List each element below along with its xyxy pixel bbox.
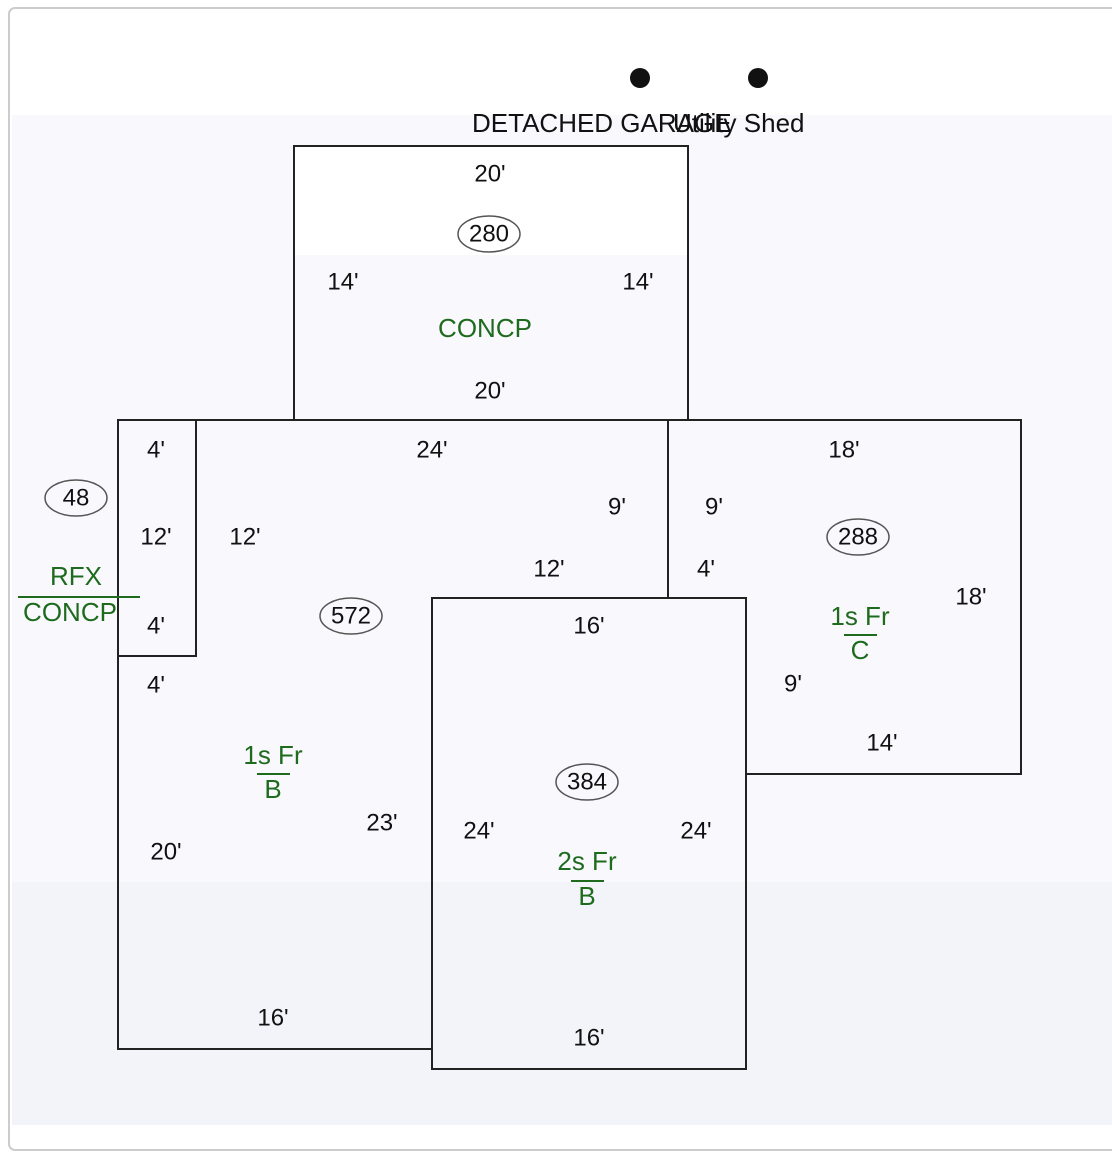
- dimension: 20': [474, 160, 505, 187]
- dimension: 14': [327, 268, 358, 295]
- dimension: 20': [474, 377, 505, 404]
- outbuilding-label: DETACHED GARAGE: [472, 108, 732, 138]
- area-sublabel: C: [851, 635, 870, 665]
- dimension: 20': [150, 838, 181, 865]
- dimension: 9': [608, 493, 626, 520]
- dimension: 16': [257, 1004, 288, 1031]
- dimension: 12': [533, 555, 564, 582]
- area-sublabel: CONCP: [23, 597, 117, 627]
- area-badge: [44, 479, 108, 517]
- area-label: CONCP: [438, 313, 532, 343]
- area-value: 48: [63, 484, 90, 511]
- dimension: 24': [680, 817, 711, 844]
- area-sublabel: B: [264, 774, 281, 804]
- area-badge: [555, 763, 619, 801]
- background-band: [12, 882, 1112, 1125]
- dimension: 9': [705, 493, 723, 520]
- area-value: 280: [469, 220, 509, 247]
- dimension: 18': [955, 583, 986, 610]
- dimension: 14': [622, 268, 653, 295]
- dimension: 16': [573, 612, 604, 639]
- area-label: 1s Fr: [830, 601, 890, 631]
- marker: [630, 68, 650, 88]
- dimension: 24': [463, 817, 494, 844]
- marker: [748, 68, 768, 88]
- dimension: 4': [147, 671, 165, 698]
- area-badge: [457, 215, 521, 253]
- area-badge: [826, 518, 890, 556]
- area-label: RFX: [50, 561, 102, 591]
- area-value: 572: [331, 602, 371, 629]
- area-value: 384: [567, 768, 607, 795]
- area-outline: [117, 419, 197, 657]
- dimension: 12': [140, 523, 171, 550]
- area-label: 2s Fr: [557, 846, 617, 876]
- dimension: 23': [366, 809, 397, 836]
- area-outline: [431, 597, 747, 1070]
- dimension: 4': [697, 555, 715, 582]
- area-badge: [319, 597, 383, 635]
- area-label: 1s Fr: [243, 740, 303, 770]
- area-value: 288: [838, 523, 878, 550]
- dimension: 4': [147, 612, 165, 639]
- background-patch: [295, 147, 687, 255]
- dimension: 4': [147, 436, 165, 463]
- dimension: 18': [828, 436, 859, 463]
- dimension: 14': [866, 729, 897, 756]
- dimension: 9': [784, 670, 802, 697]
- dimension: 24': [416, 436, 447, 463]
- outbuilding-label: Utility Shed: [673, 108, 805, 138]
- area-sublabel: B: [578, 881, 595, 911]
- dimension: 16': [573, 1024, 604, 1051]
- dimension: 12': [229, 523, 260, 550]
